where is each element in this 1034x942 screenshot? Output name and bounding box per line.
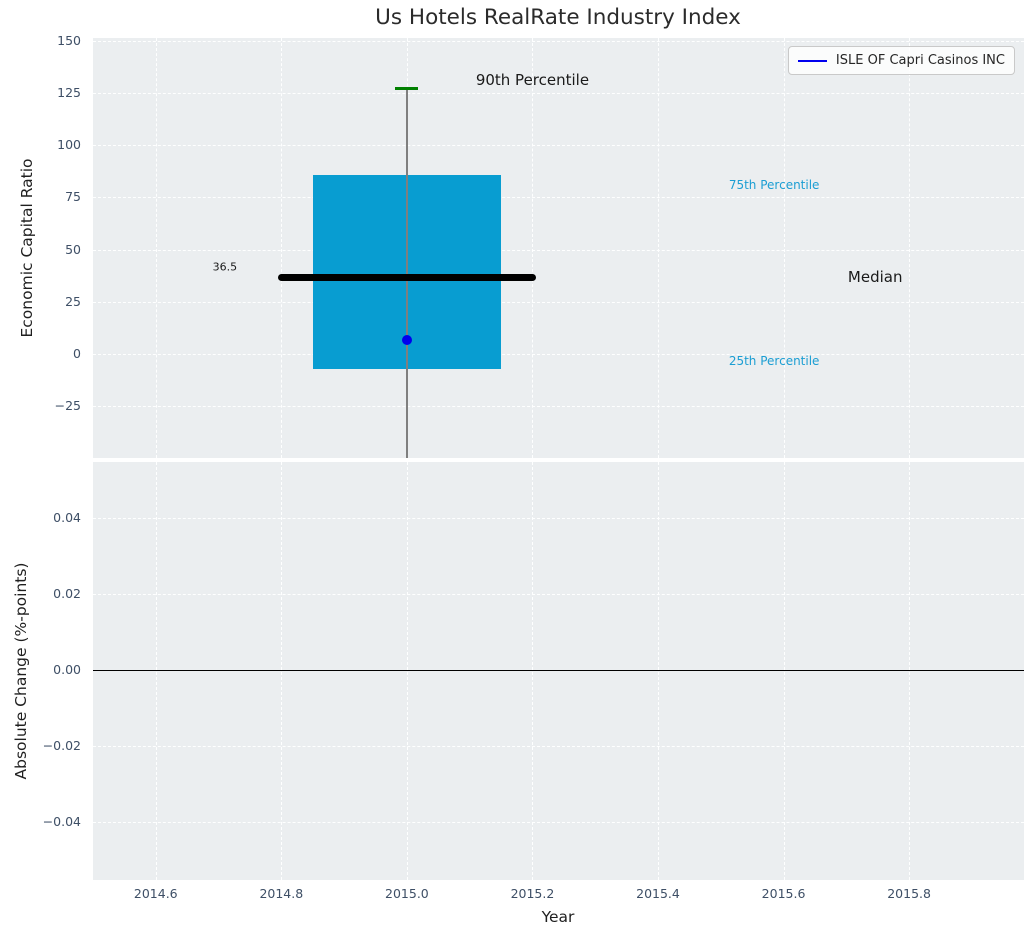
label-75th-percentile: 75th Percentile (728, 177, 820, 192)
label-25th-percentile: 25th Percentile (728, 354, 820, 369)
company-data-point (401, 335, 412, 346)
x-tick-label: 2015.2 (510, 886, 555, 901)
gridline-vertical (532, 38, 534, 458)
x-tick-label: 2015.8 (887, 886, 931, 901)
gridline-horizontal (93, 517, 1024, 519)
label-90th-percentile: 90th Percentile (475, 70, 590, 89)
gridline-vertical (155, 38, 157, 458)
gridline-horizontal (93, 197, 1024, 199)
x-tick-label: 2015.0 (385, 886, 429, 901)
whisker-line (406, 88, 408, 458)
label-median-value: 36.5 (212, 260, 238, 274)
y-tick-label: −0.02 (42, 737, 81, 753)
gridline-horizontal (93, 821, 1024, 823)
y-tick-label: 25 (65, 293, 81, 309)
y-tick-label: 100 (57, 137, 81, 153)
x-axis-label: Year (541, 908, 575, 926)
gridline-horizontal (93, 249, 1024, 251)
y-tick-label: 0.04 (53, 509, 81, 525)
y-tick-label: −0.04 (42, 813, 81, 829)
p90-cap (395, 86, 419, 90)
y-tick-label: 0.02 (53, 585, 81, 601)
legend: ISLE OF Capri Casinos INC (787, 46, 1015, 75)
gridline-horizontal (93, 405, 1024, 407)
bottom-plot-area (93, 462, 1024, 880)
legend-line-sample (797, 59, 827, 62)
x-tick-label: 2015.4 (636, 886, 680, 901)
gridline-horizontal (93, 145, 1024, 147)
gridline-horizontal (93, 353, 1024, 355)
y-tick-label: −25 (54, 397, 81, 413)
label-median: Median (847, 268, 903, 287)
y-tick-label: 0 (73, 345, 81, 361)
x-tick-label: 2014.6 (133, 886, 178, 901)
top-plot-area: ISLE OF Capri Casinos INC 90th Percentil… (93, 38, 1024, 458)
gridline-horizontal (93, 41, 1024, 43)
gridline-vertical (658, 38, 659, 458)
gridline-horizontal (93, 593, 1024, 595)
median-line (278, 274, 536, 282)
y-tick-label: 125 (57, 85, 81, 101)
chart-title: Us Hotels RealRate Industry Index (375, 5, 741, 30)
gridline-horizontal (93, 93, 1024, 95)
gridline-vertical (281, 38, 283, 458)
legend-label: ISLE OF Capri Casinos INC (835, 53, 1005, 68)
y-tick-label: 150 (57, 33, 81, 49)
gridline-horizontal (93, 745, 1024, 747)
zero-line (93, 669, 1024, 672)
gridline-horizontal (93, 301, 1024, 303)
y-tick-label: 0.00 (53, 661, 81, 677)
y-tick-label: 50 (65, 241, 81, 257)
x-tick-label: 2015.6 (761, 886, 806, 901)
gridline-vertical (783, 38, 785, 458)
y-tick-label: 75 (65, 189, 81, 205)
x-tick-label: 2014.8 (259, 886, 304, 901)
gridline-vertical (909, 38, 911, 458)
